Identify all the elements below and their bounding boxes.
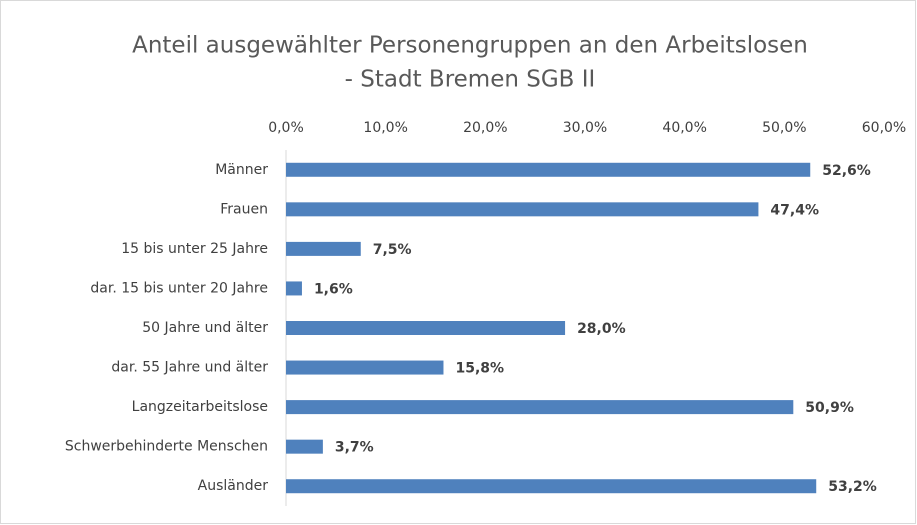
bar xyxy=(286,479,817,494)
bar xyxy=(286,321,566,335)
chart-title: Anteil ausgewählter Personengruppen an d… xyxy=(132,33,808,59)
data-label: 52,6% xyxy=(822,163,871,179)
bar xyxy=(286,439,323,454)
y-tick-label: Schwerbehinderte Menschen xyxy=(65,439,268,455)
x-tick-label: 20,0% xyxy=(463,120,507,136)
x-tick-label: 30,0% xyxy=(563,120,607,136)
y-tick-label: dar. 55 Jahre und älter xyxy=(111,360,268,376)
data-label: 53,2% xyxy=(828,479,877,495)
y-tick-label: Ausländer xyxy=(198,478,269,494)
x-tick-label: 60,0% xyxy=(862,120,906,136)
x-tick-label: 50,0% xyxy=(762,120,806,136)
data-label: 15,8% xyxy=(455,361,504,377)
bar xyxy=(286,400,794,415)
y-tick-label: Langzeitarbeitslose xyxy=(132,399,268,415)
x-tick-label: 10,0% xyxy=(363,120,407,136)
data-label: 50,9% xyxy=(805,400,854,416)
y-tick-label: dar. 15 bis unter 20 Jahre xyxy=(90,280,268,296)
y-tick-label: Männer xyxy=(215,162,268,178)
data-label: 7,5% xyxy=(373,242,412,258)
bar xyxy=(286,360,444,375)
x-tick-label: 0,0% xyxy=(268,120,304,136)
bar xyxy=(286,241,361,256)
data-label: 1,6% xyxy=(314,281,353,297)
bar xyxy=(286,281,302,296)
bar xyxy=(286,162,811,177)
data-label: 28,0% xyxy=(577,321,626,337)
data-label: 3,7% xyxy=(335,440,374,456)
y-tick-label: 15 bis unter 25 Jahre xyxy=(121,241,268,257)
x-tick-label: 40,0% xyxy=(662,120,706,136)
data-label: 47,4% xyxy=(770,202,819,218)
y-tick-label: 50 Jahre und älter xyxy=(142,320,268,336)
y-tick-label: Frauen xyxy=(220,201,268,217)
bar xyxy=(286,202,759,217)
chart-title: - Stadt Bremen SGB II xyxy=(345,67,596,93)
